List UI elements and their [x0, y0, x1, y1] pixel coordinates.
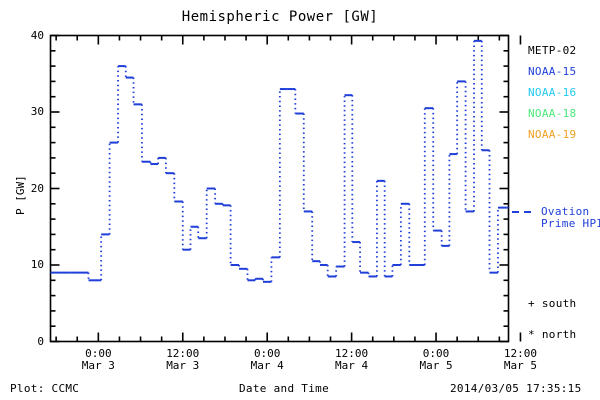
x-tick-date: Mar 5: [503, 359, 538, 372]
x-tick-date: Mar 4: [250, 359, 284, 372]
legend-ovation-line1: Ovation: [541, 205, 590, 218]
data-trace-ovation: [50, 39, 509, 283]
x-tick-time: 12:00: [335, 347, 369, 360]
x-tick-time: 0:00: [253, 347, 281, 360]
y-tick-label: 10: [30, 258, 44, 271]
legend-marker-north: * north: [528, 328, 577, 341]
x-tick-label: 12:00 Mar 3: [143, 348, 223, 372]
x-tick-time: 0:00: [422, 347, 450, 360]
y-tick-label: 20: [30, 181, 44, 195]
y-tick-label: 40: [30, 28, 44, 42]
x-tick-label: 12:00 Mar 4: [312, 348, 392, 372]
footer-plot-source: Plot: CCMC: [10, 382, 80, 395]
x-tick-label: 0:00 Mar 3: [58, 348, 138, 372]
x-tick-label: 0:00 Mar 5: [396, 348, 476, 372]
legend-entry-noaa-15: NOAA-15: [528, 65, 577, 78]
legend-marker-south: + south: [528, 297, 577, 310]
x-tick-time: 0:00: [85, 347, 112, 360]
x-tick-date: Mar 5: [419, 359, 453, 372]
legend-entry-noaa-16: NOAA-16: [528, 86, 577, 99]
page-title: Hemispheric Power [GW]: [181, 9, 379, 25]
y-tick-label: 0: [37, 334, 44, 348]
plot-frame: [49, 34, 510, 343]
x-tick-label: 0:00 Mar 4: [227, 348, 307, 372]
legend-entry-noaa-19: NOAA-19: [528, 128, 577, 141]
axis-ticks: [50, 34, 522, 343]
legend-entry-noaa-18: NOAA-18: [528, 107, 577, 120]
legend-entry-metp-02: METP-02: [528, 44, 577, 57]
x-axis-title: Date and Time: [239, 382, 329, 395]
legend-ovation-line2: Prime HPI: [541, 217, 600, 230]
legend-ovation-label: Ovation Prime HPI: [541, 206, 600, 230]
x-tick-date: Mar 3: [81, 359, 115, 372]
x-tick-date: Mar 4: [335, 359, 369, 372]
x-tick-date: Mar 3: [166, 359, 200, 372]
footer-timestamp: 2014/03/05 17:35:15: [450, 382, 582, 395]
x-tick-time: 12:00: [503, 347, 538, 360]
y-tick-label: 30: [30, 105, 44, 118]
x-tick-label: 12:00 Mar 5: [480, 348, 560, 372]
x-tick-time: 12:00: [166, 347, 200, 360]
